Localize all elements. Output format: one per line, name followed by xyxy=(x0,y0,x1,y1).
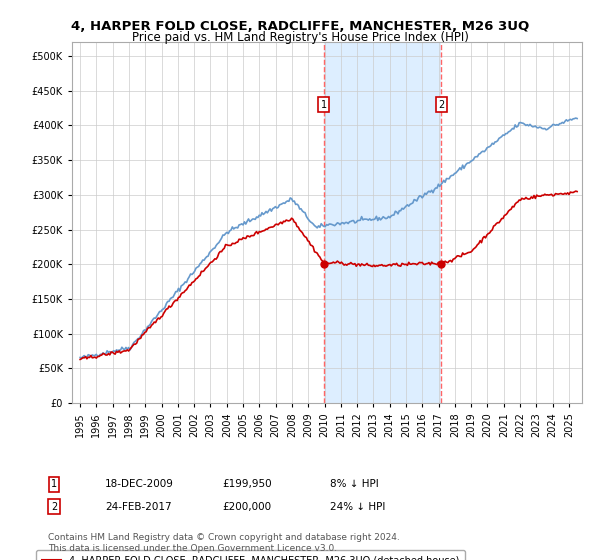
Text: 4, HARPER FOLD CLOSE, RADCLIFFE, MANCHESTER, M26 3UQ: 4, HARPER FOLD CLOSE, RADCLIFFE, MANCHES… xyxy=(71,20,529,32)
Text: 1: 1 xyxy=(51,479,57,489)
Text: 1: 1 xyxy=(321,100,327,110)
Text: 18-DEC-2009: 18-DEC-2009 xyxy=(105,479,174,489)
Text: 2: 2 xyxy=(438,100,444,110)
Text: 24% ↓ HPI: 24% ↓ HPI xyxy=(330,502,385,512)
Text: 2: 2 xyxy=(51,502,57,512)
Text: Contains HM Land Registry data © Crown copyright and database right 2024.
This d: Contains HM Land Registry data © Crown c… xyxy=(48,533,400,553)
Text: £200,000: £200,000 xyxy=(222,502,271,512)
Text: 8% ↓ HPI: 8% ↓ HPI xyxy=(330,479,379,489)
Bar xyxy=(324,42,441,403)
Text: £199,950: £199,950 xyxy=(222,479,272,489)
Text: Price paid vs. HM Land Registry's House Price Index (HPI): Price paid vs. HM Land Registry's House … xyxy=(131,31,469,44)
Text: 24-FEB-2017: 24-FEB-2017 xyxy=(105,502,172,512)
Legend: 4, HARPER FOLD CLOSE, RADCLIFFE, MANCHESTER, M26 3UQ (detached house), HPI: Aver: 4, HARPER FOLD CLOSE, RADCLIFFE, MANCHES… xyxy=(36,549,466,560)
